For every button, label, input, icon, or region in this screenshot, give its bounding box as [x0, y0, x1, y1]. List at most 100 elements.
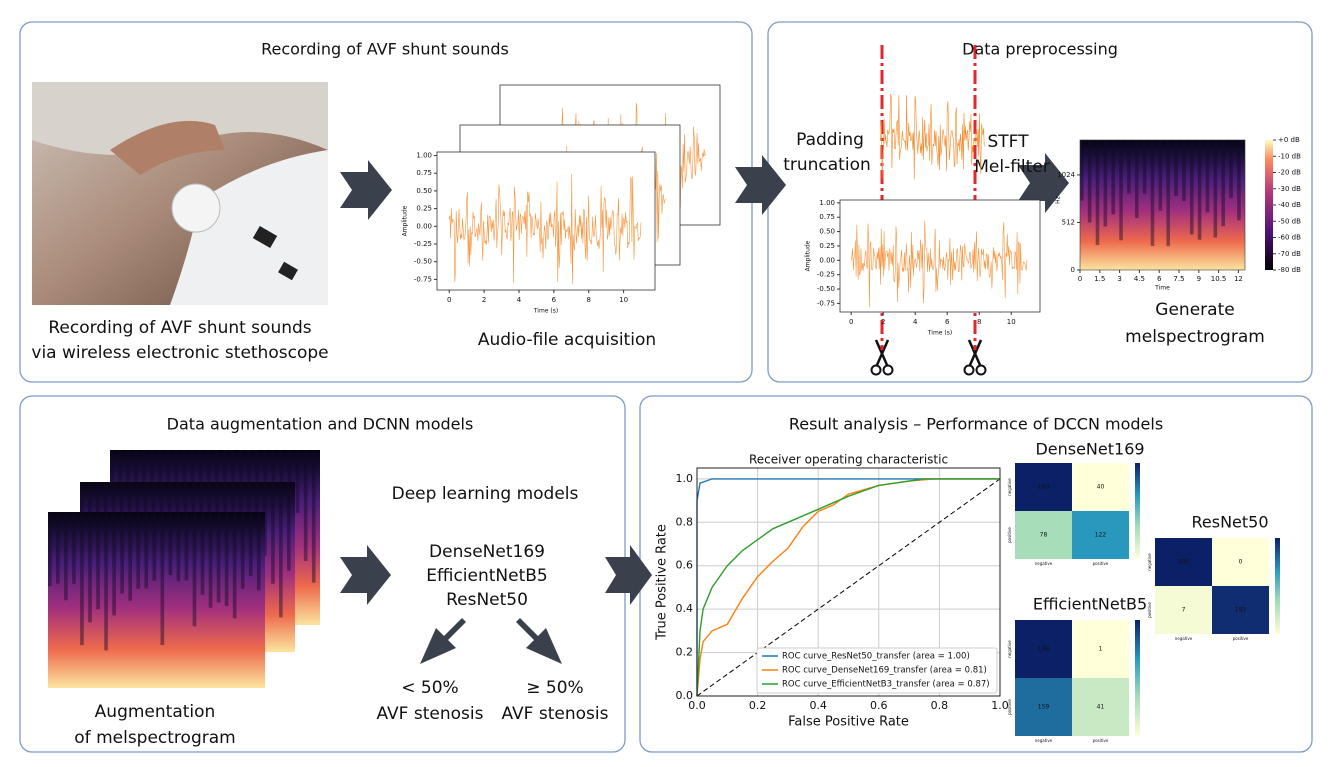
spectrogram-streak [112, 512, 116, 616]
matrix-cell [1015, 511, 1072, 559]
heading: Deep learning models [392, 484, 579, 504]
spectrogram-streak [120, 512, 124, 594]
y-tick-label: 0.50 [819, 228, 835, 236]
spectrogram-streak [160, 512, 165, 645]
spectrogram-streak [279, 482, 283, 618]
matrix-cell [1015, 620, 1072, 678]
row-label: negative [1007, 478, 1012, 496]
outcome: < 50% [401, 678, 458, 698]
matrix-title: ResNet50 [1191, 513, 1268, 532]
y-tick-label: -0.50 [414, 258, 432, 266]
cell-value: 78 [1040, 532, 1048, 539]
plot-frame [696, 467, 1001, 697]
roc-curve [696, 478, 1000, 697]
x-tick-label: 0.6 [870, 699, 888, 712]
spectrogram-streak [1119, 140, 1123, 241]
colorbar-label: -10 dB [1278, 152, 1301, 160]
y-tick-label: 0.4 [676, 602, 694, 615]
spectrogram-streak [200, 512, 205, 595]
y-tick-label: 0.75 [819, 213, 835, 221]
arrow [516, 618, 562, 664]
x-tick-label: 10.5 [1211, 275, 1227, 283]
row-label: positive [1007, 699, 1012, 715]
row-label: negative [1007, 640, 1012, 658]
column-label: negative [1175, 636, 1193, 641]
matrix-cell [1212, 538, 1269, 586]
y-tick-label: -0.75 [414, 275, 432, 283]
model-name: EfficientNetB5 [426, 566, 547, 586]
x-tick-label: 10 [619, 296, 628, 304]
x-tick-label: 9 [1197, 275, 1201, 283]
spectrogram-streak [256, 512, 261, 591]
column-label: negative [1035, 738, 1053, 743]
spectrogram [48, 512, 265, 688]
x-tick-label: 6 [945, 318, 950, 326]
cell-value: 1 [1099, 646, 1103, 653]
x-tick-label: 8 [977, 318, 981, 326]
matrix-title: DenseNet169 [1035, 440, 1144, 459]
spectrogram-streak [1111, 140, 1115, 215]
spectrogram-streak [56, 512, 60, 584]
spectrogram-streak [287, 482, 291, 571]
y-tick-label: -0.75 [817, 299, 835, 307]
scissor-blade [875, 339, 890, 366]
matrix-cell [1072, 463, 1129, 511]
spectrogram-streak [311, 450, 316, 583]
row-label: positive [1147, 602, 1152, 618]
waveform [879, 93, 985, 180]
x-tick-label: 0 [447, 296, 451, 304]
spectrogram-streak [80, 512, 84, 646]
spectrogram-streak [104, 512, 108, 651]
x-tick-label: 0.4 [809, 699, 827, 712]
y-axis-label: Amplitude [402, 205, 409, 236]
colorbar [1135, 620, 1140, 736]
y-tick-label: 0.6 [676, 559, 694, 572]
matrix-title: EfficientNetB5 [1033, 595, 1147, 614]
column-label: positive [1233, 636, 1249, 641]
panel-title: Recording of AVF shunt sounds [261, 40, 509, 59]
colorbar-label: -40 dB [1278, 201, 1301, 209]
caption: via wireless electronic stethoscope [31, 343, 328, 363]
spectrogram-streak [96, 512, 100, 610]
y-axis-label: True Positive Rate [655, 524, 670, 641]
spectrogram-streak [248, 512, 253, 577]
x-tick-label: 6 [1157, 275, 1162, 283]
matrix-cell [1212, 586, 1269, 634]
arrow [735, 155, 786, 215]
x-tick-label: 4.5 [1134, 275, 1145, 283]
cell-value: 41 [1097, 704, 1105, 711]
x-tick-label: 8 [586, 296, 590, 304]
matrix-cell [1072, 678, 1129, 736]
y-tick-label: -0.25 [817, 271, 835, 279]
scissor-handle [975, 364, 987, 376]
spectrogram-streak [271, 482, 275, 584]
x-tick-label: 1.5 [1094, 275, 1105, 283]
colorbar [1135, 463, 1140, 559]
legend-label: ROC curve_DenseNet169_transfer (area = 0… [782, 666, 987, 676]
spectrogram-streak [144, 512, 149, 589]
x-axis-label: Time (s) [927, 330, 952, 337]
colorbar-label: -70 dB [1278, 250, 1301, 258]
spectrogram-streak [64, 512, 68, 601]
spectrogram-streak [1080, 140, 1084, 201]
x-tick-label: 0 [1078, 275, 1082, 283]
y-tick-label: 512 [1062, 218, 1075, 226]
matrix-cell [1072, 511, 1129, 559]
spectrogram-streak [136, 512, 141, 589]
outcome: AVF stenosis [502, 704, 609, 724]
colorbar [1265, 140, 1273, 270]
spectrogram-streak [192, 512, 197, 627]
spectrogram-streak [1237, 140, 1241, 221]
panel-title: Data augmentation and DCNN models [167, 415, 474, 434]
x-tick-label: 12 [1234, 275, 1243, 283]
colorbar-label: -30 dB [1278, 185, 1301, 193]
y-tick-label: 0.25 [819, 242, 835, 250]
colorbar-label: -20 dB [1278, 169, 1301, 177]
waveform [448, 173, 642, 285]
y-axis-label: Hz [1055, 196, 1062, 204]
arrow [420, 618, 466, 664]
x-axis-label: False Positive Rate [788, 715, 909, 730]
matrix-cell [1015, 678, 1072, 736]
x-tick-label: 2 [881, 318, 885, 326]
